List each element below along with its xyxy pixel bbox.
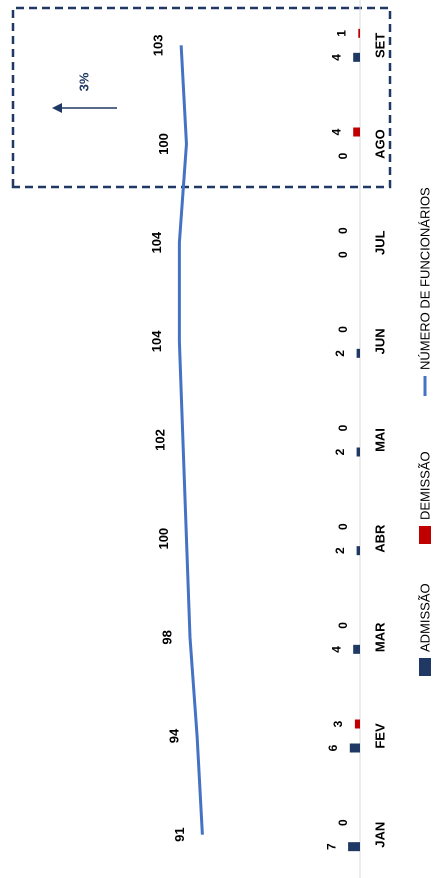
legend-label: DEMISSÃO <box>417 451 432 520</box>
x-tick-label: MAR <box>372 622 387 652</box>
line <box>177 45 204 835</box>
data-label: 7 <box>324 843 338 850</box>
data-label: 0 <box>336 326 350 333</box>
legend-swatch <box>419 658 431 676</box>
x-tick-label: MAI <box>372 428 387 452</box>
data-label: 2 <box>333 350 347 357</box>
data-label: 4 <box>329 646 343 653</box>
data-label: 3 <box>331 720 345 727</box>
legend-label: NÚMERO DE FUNCIONÁRIOS <box>417 187 432 370</box>
bar <box>354 719 360 729</box>
data-label: 94 <box>167 728 182 743</box>
data-label: 100 <box>156 528 171 550</box>
data-label: 0 <box>336 251 350 258</box>
x-tick-label: FEV <box>372 723 387 749</box>
data-label: 2 <box>333 547 347 554</box>
x-tick-label: SET <box>372 33 387 58</box>
legend-label: ADMISSÃO <box>417 583 432 652</box>
bar <box>356 447 361 457</box>
data-label: 1 <box>334 30 348 37</box>
bar <box>358 28 360 38</box>
data-label: 2 <box>333 448 347 455</box>
data-label: 104 <box>149 231 164 253</box>
x-tick-label: JAN <box>372 822 387 848</box>
data-label: 98 <box>159 630 174 644</box>
bar <box>353 127 361 137</box>
bar <box>349 743 360 753</box>
bar <box>356 348 361 358</box>
data-label: 103 <box>151 34 166 56</box>
data-label: 0 <box>336 523 350 530</box>
data-label: 0 <box>336 227 350 234</box>
data-label: 91 <box>172 827 187 841</box>
highlight-box <box>11 6 392 189</box>
x-tick-label: ABR <box>372 524 387 553</box>
data-label: 100 <box>156 133 171 155</box>
data-label: 4 <box>329 128 343 135</box>
bar <box>353 52 361 62</box>
x-tick-label: JUN <box>372 328 387 354</box>
data-label: 104 <box>149 330 164 352</box>
bar <box>353 644 361 654</box>
data-label: 102 <box>152 429 167 451</box>
legend-swatch <box>419 526 431 544</box>
data-label: 0 <box>336 424 350 431</box>
bar <box>348 842 361 852</box>
data-label: 6 <box>326 744 340 751</box>
data-label: 0 <box>336 152 350 159</box>
bar <box>356 546 361 556</box>
annotation: 3% <box>76 72 91 91</box>
plot: 3% JAN FEV MAR ABR MAI JUN JUL AGO SET 7 6 4 2 2 2 0 0 4 0… <box>11 0 432 878</box>
data-label: 0 <box>336 622 350 629</box>
data-label: 4 <box>329 54 343 61</box>
data-label: 0 <box>336 819 350 826</box>
x-tick-label: AGO <box>372 129 387 159</box>
x-tick-label: JUL <box>372 230 387 255</box>
arrow-head <box>52 103 62 113</box>
